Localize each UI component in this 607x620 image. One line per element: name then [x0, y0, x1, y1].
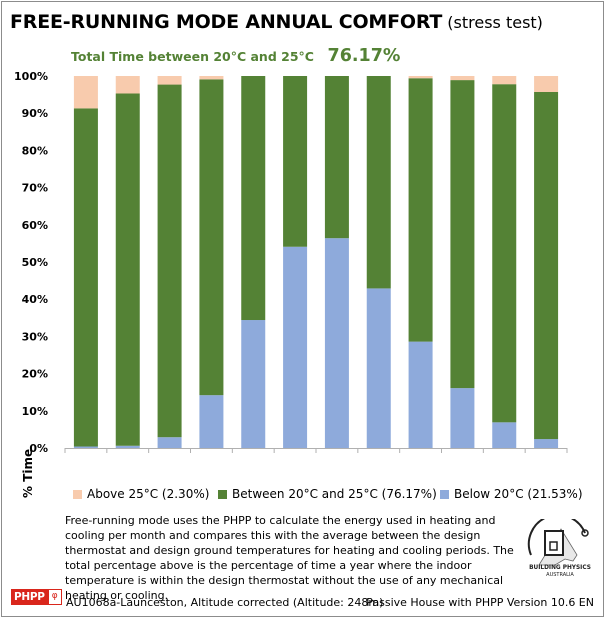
bar-below [115, 445, 140, 448]
y-tick-label: 0% [29, 442, 48, 455]
legend-swatch-between [218, 489, 227, 499]
bar-above [73, 76, 98, 109]
phi-icon: φ [47, 589, 62, 605]
y-tick-label: 100% [14, 70, 48, 83]
bar-between [450, 80, 475, 389]
bar-below [73, 446, 98, 448]
logo-icon: BUILDING PHYSICS AUSTRALIA [527, 513, 591, 578]
bar-below [534, 439, 559, 448]
title-sub: (stress test) [447, 13, 543, 32]
phpp-badge: PHPP φ [11, 589, 62, 605]
legend-swatch-above [73, 489, 82, 499]
logo-sub: AUSTRALIA [546, 572, 574, 578]
bar-above [492, 76, 517, 85]
bar-above [157, 76, 182, 85]
bar-between [73, 108, 98, 447]
legend-swatch-below [440, 489, 449, 499]
legend-item-between: Between 20°C and 25°C (76.17%) [218, 487, 437, 501]
y-tick-label: 20% [22, 368, 48, 381]
bar-above [408, 76, 433, 79]
bar-between [199, 79, 224, 396]
y-tick-label: 70% [22, 182, 48, 195]
y-tick-label: 50% [22, 256, 48, 269]
y-tick-label: 30% [22, 330, 48, 343]
legend-label-below: Below 20°C (21.53%) [454, 487, 583, 501]
y-tick-label: 90% [22, 107, 48, 120]
legend-item-above: Above 25°C (2.30%) [73, 487, 209, 501]
y-tick-label: 40% [22, 293, 48, 306]
building-physics-logo: BUILDING PHYSICS AUSTRALIA [525, 513, 595, 583]
bar-below [324, 238, 349, 448]
bar-below [283, 246, 308, 448]
bar-below [492, 422, 517, 448]
bar-below [366, 288, 391, 448]
legend-label-above: Above 25°C (2.30%) [87, 487, 210, 501]
chart-title: FREE-RUNNING MODE ANNUAL COMFORT (stress… [10, 11, 543, 33]
title-main: FREE-RUNNING MODE ANNUAL COMFORT [10, 11, 443, 33]
legend-label-between: Between 20°C and 25°C (76.17%) [232, 487, 437, 501]
bar-between [366, 76, 391, 289]
y-tick-label: 10% [22, 405, 48, 418]
bar-below [241, 320, 266, 448]
bar-between [115, 93, 140, 446]
y-tick-label: 60% [22, 219, 48, 232]
bar-between [283, 76, 308, 247]
y-axis-title: % Time [21, 448, 35, 498]
legend-item-below: Below 20°C (21.53%) [440, 487, 583, 501]
bar-between [534, 91, 559, 440]
phpp-badge-text: PHPP [11, 589, 48, 605]
bar-between [157, 84, 182, 438]
summary-value: 76.17% [327, 46, 401, 66]
footer-location: AU1068a-Launceston, Altitude corrected (… [66, 596, 384, 609]
bar-below [157, 437, 182, 448]
y-tick-label: 80% [22, 144, 48, 157]
footer-version: Passive House with PHPP Version 10.6 EN [366, 596, 594, 609]
logo-name: BUILDING PHYSICS [529, 565, 591, 571]
summary-line: Total Time between 20°C and 25°C 76.17% [71, 46, 400, 66]
description-text: Free-running mode uses the PHPP to calcu… [65, 514, 514, 602]
bar-between [241, 76, 266, 321]
bar-above [199, 76, 224, 80]
bar-between [408, 78, 433, 342]
bar-below [408, 341, 433, 448]
bar-between [324, 76, 349, 239]
bar-above [534, 76, 559, 92]
summary-label: Total Time between 20°C and 25°C [71, 49, 314, 64]
bar-between [492, 84, 517, 423]
bar-above [115, 76, 140, 94]
bar-above [450, 76, 475, 81]
bar-below [450, 388, 475, 448]
bar-below [199, 395, 224, 448]
